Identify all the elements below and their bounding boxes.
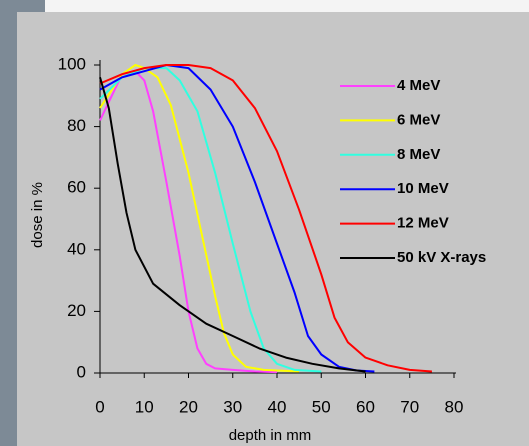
x-tick-label: 0 bbox=[95, 397, 104, 416]
x-tick-label: 40 bbox=[268, 397, 287, 416]
x-axis-label: depth in mm bbox=[229, 427, 312, 444]
y-tick-label: 20 bbox=[67, 301, 86, 320]
y-tick-label: 0 bbox=[77, 362, 86, 381]
curve bbox=[99, 64, 432, 373]
top-strip bbox=[45, 0, 529, 12]
legend-label: 10 MeV bbox=[397, 180, 449, 197]
curve bbox=[99, 77, 366, 373]
x-tick-label: 50 bbox=[312, 397, 331, 416]
x-tick-label: 30 bbox=[223, 397, 242, 416]
y-tick-label: 100 bbox=[58, 54, 86, 73]
legend-label: 8 MeV bbox=[397, 146, 440, 163]
y-tick-label: 40 bbox=[67, 239, 86, 258]
legend-label: 50 kV X-rays bbox=[397, 249, 486, 266]
legend-label: 12 MeV bbox=[397, 215, 449, 232]
y-tick-label: 60 bbox=[67, 178, 86, 197]
x-tick-label: 10 bbox=[135, 397, 154, 416]
x-tick-label: 20 bbox=[179, 397, 198, 416]
legend-label: 6 MeV bbox=[397, 111, 440, 128]
curve bbox=[99, 64, 300, 373]
chart-panel bbox=[17, 12, 529, 446]
x-tick-label: 60 bbox=[356, 397, 375, 416]
y-axis-label: dose in % bbox=[29, 182, 46, 248]
x-tick-label: 80 bbox=[445, 397, 464, 416]
legend-label: 4 MeV bbox=[397, 77, 440, 94]
x-tick-label: 70 bbox=[400, 397, 419, 416]
y-tick-label: 80 bbox=[67, 116, 86, 135]
curve bbox=[99, 64, 375, 373]
